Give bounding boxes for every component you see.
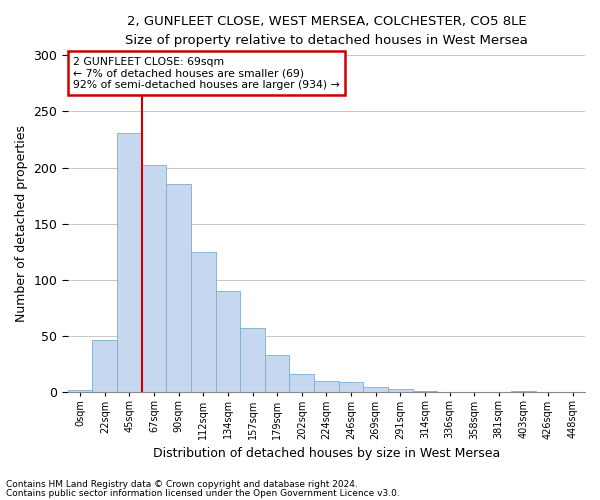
Y-axis label: Number of detached properties: Number of detached properties: [15, 125, 28, 322]
Bar: [339, 382, 364, 392]
Bar: [68, 390, 92, 392]
Bar: [314, 381, 339, 392]
Text: Contains HM Land Registry data © Crown copyright and database right 2024.: Contains HM Land Registry data © Crown c…: [6, 480, 358, 489]
Bar: [142, 166, 166, 392]
Bar: [289, 374, 314, 392]
Bar: [413, 391, 437, 392]
Title: 2, GUNFLEET CLOSE, WEST MERSEA, COLCHESTER, CO5 8LE
Size of property relative to: 2, GUNFLEET CLOSE, WEST MERSEA, COLCHEST…: [125, 15, 528, 47]
Bar: [215, 291, 240, 392]
Bar: [191, 252, 215, 392]
Bar: [117, 132, 142, 392]
Text: 2 GUNFLEET CLOSE: 69sqm
← 7% of detached houses are smaller (69)
92% of semi-det: 2 GUNFLEET CLOSE: 69sqm ← 7% of detached…: [73, 57, 340, 90]
Bar: [364, 386, 388, 392]
Bar: [92, 340, 117, 392]
X-axis label: Distribution of detached houses by size in West Mersea: Distribution of detached houses by size …: [153, 447, 500, 460]
Bar: [166, 184, 191, 392]
Bar: [511, 391, 536, 392]
Bar: [265, 356, 289, 393]
Bar: [240, 328, 265, 392]
Text: Contains public sector information licensed under the Open Government Licence v3: Contains public sector information licen…: [6, 488, 400, 498]
Bar: [388, 389, 413, 392]
